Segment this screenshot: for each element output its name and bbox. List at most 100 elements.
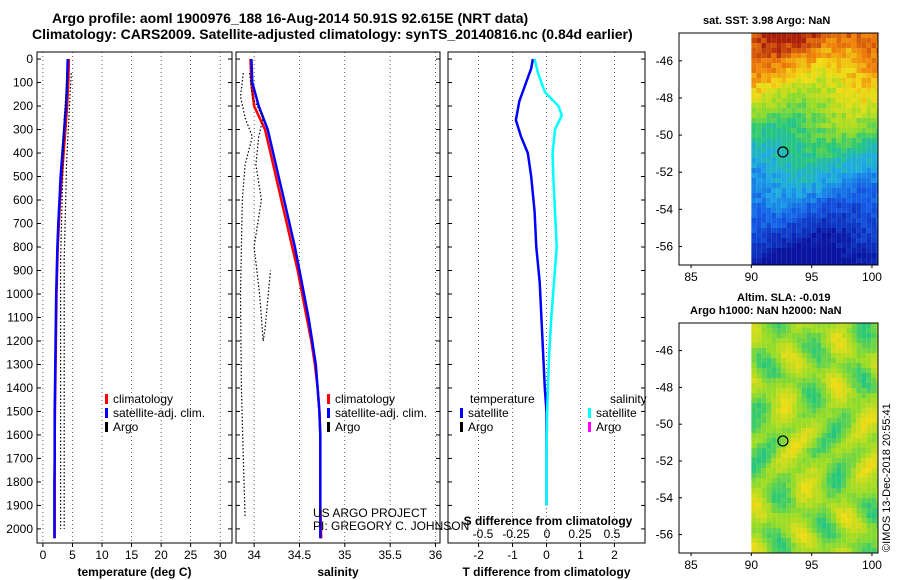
sst_map-cell — [836, 88, 842, 93]
sst_map-cell — [826, 33, 832, 38]
sla_map-cell — [771, 393, 777, 398]
sla_map-cell — [806, 423, 812, 428]
sst_map-cell — [816, 48, 822, 53]
sla_map-cell — [756, 458, 762, 463]
sst_map-cell — [861, 53, 867, 58]
sst_map-cell — [751, 213, 757, 218]
sst_map-cell — [851, 228, 857, 233]
sla_map-cell — [761, 378, 767, 383]
sst_map-cell — [846, 133, 852, 138]
sst_map-cell — [771, 248, 777, 253]
sla_map-cell — [796, 338, 802, 343]
sst_map-cell — [756, 103, 762, 108]
sst_map-cell — [861, 148, 867, 153]
sst_map-cell — [866, 208, 872, 213]
sst_map-cell — [871, 108, 877, 113]
sla_map-cell — [821, 503, 827, 508]
sst_map-cell — [816, 118, 822, 123]
sst_map-cell — [801, 63, 807, 68]
sst_map-cell — [796, 63, 802, 68]
sst_map-cell — [866, 223, 872, 228]
sst_map-cell — [816, 243, 822, 248]
sla_map-cell — [846, 448, 852, 453]
sst_map-cell — [876, 93, 878, 98]
sst_map-cell — [836, 168, 842, 173]
sst_map-cell — [866, 43, 872, 48]
sla_map-cell — [821, 453, 827, 458]
sla_map-cell — [841, 393, 847, 398]
sst_map-cell — [841, 233, 847, 238]
sla_map-cell — [776, 403, 782, 408]
sla_map-cell — [816, 448, 822, 453]
sst_map-cell — [796, 58, 802, 63]
sst_map-xtick-label: 85 — [684, 270, 698, 284]
sst_map-cell — [801, 178, 807, 183]
sst_map-cell — [806, 48, 812, 53]
sst_map-cell — [856, 103, 862, 108]
sla_map-cell — [856, 463, 862, 468]
difference-xtick-label: 0 — [543, 548, 550, 562]
sla_map-cell — [846, 398, 852, 403]
temperature-legend-swatch — [105, 394, 108, 404]
sst_map-cell — [751, 38, 757, 43]
sst_map-cell — [801, 73, 807, 78]
sla_map-cell — [781, 423, 787, 428]
sla_map-cell — [866, 393, 872, 398]
sla_map-cell — [766, 508, 772, 513]
sst_map-cell — [776, 113, 782, 118]
sla_map-cell — [841, 473, 847, 478]
sst_map-cell — [821, 228, 827, 233]
sst_map-cell — [781, 93, 787, 98]
sst_map-cell — [826, 243, 832, 248]
sst_map-cell — [791, 108, 797, 113]
sla_map-cell — [791, 358, 797, 363]
sst_map-cell — [811, 123, 817, 128]
sst_map-cell — [851, 153, 857, 158]
sla_map-cell — [786, 543, 792, 548]
sst_map-cell — [841, 163, 847, 168]
sla_map-cell — [856, 468, 862, 473]
sst_map-cell — [851, 203, 857, 208]
sla_map-cell — [796, 358, 802, 363]
sst_map-cell — [781, 68, 787, 73]
sla_map-cell — [811, 413, 817, 418]
sst_map-cell — [776, 198, 782, 203]
sla_map-cell — [801, 528, 807, 533]
sla_map-cell — [846, 363, 852, 368]
sst_map-cell — [791, 73, 797, 78]
sst_map-cell — [836, 158, 842, 163]
sst_map-cell — [761, 248, 767, 253]
sla_map-cell — [856, 328, 862, 333]
sla_map-cell — [821, 528, 827, 533]
sla_map-cell — [781, 528, 787, 533]
sla_map-cell — [871, 468, 877, 473]
sla_map-cell — [806, 333, 812, 338]
sla_map-cell — [796, 373, 802, 378]
sla_map-xtick-label: 85 — [684, 558, 698, 572]
sst_map-cell — [861, 88, 867, 93]
sst_map-cell — [831, 123, 837, 128]
sla_map-cell — [851, 503, 857, 508]
sst_map-cell — [751, 243, 757, 248]
sla_map-cell — [841, 528, 847, 533]
sla_map-cell — [851, 518, 857, 523]
sst_map-cell — [766, 108, 772, 113]
sla_map-cell — [866, 403, 872, 408]
sla_map-cell — [761, 398, 767, 403]
sst_map-cell — [791, 138, 797, 143]
sst_map-cell — [781, 163, 787, 168]
sst_map-cell — [811, 188, 817, 193]
sla_map-cell — [856, 433, 862, 438]
sst_map-cell — [791, 48, 797, 53]
sla_map-cell — [826, 503, 832, 508]
sst_map-cell — [821, 83, 827, 88]
sla_map-cell — [826, 328, 832, 333]
sst_map-cell — [831, 38, 837, 43]
sst_map-cell — [871, 43, 877, 48]
sst_map-cell — [826, 118, 832, 123]
sst_map-cell — [876, 38, 878, 43]
sla_map-cell — [856, 543, 862, 548]
sst_map-cell — [776, 93, 782, 98]
sla_map-cell — [856, 413, 862, 418]
sst_map-cell — [801, 213, 807, 218]
